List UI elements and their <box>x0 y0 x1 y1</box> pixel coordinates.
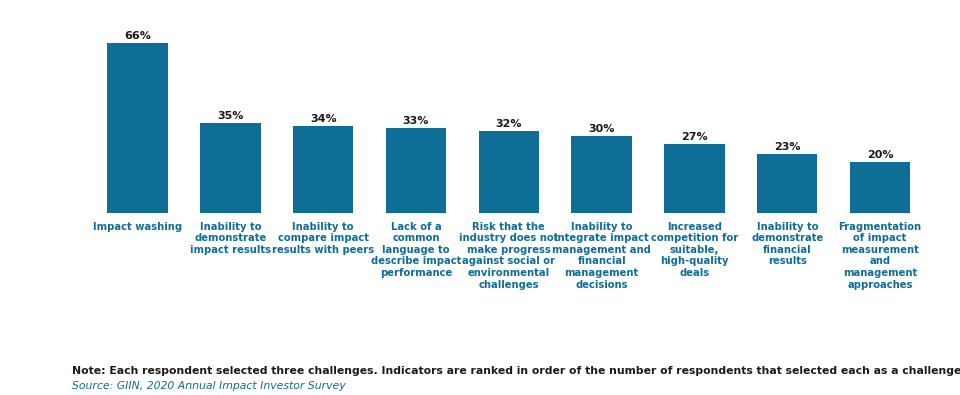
Text: 34%: 34% <box>310 114 336 124</box>
Text: 35%: 35% <box>217 111 244 121</box>
Text: 30%: 30% <box>588 124 614 134</box>
Bar <box>850 162 910 213</box>
Bar <box>108 43 168 213</box>
Bar <box>386 128 446 213</box>
Bar <box>571 136 632 213</box>
Bar <box>664 144 725 213</box>
Text: 20%: 20% <box>867 150 894 160</box>
Text: Note: Each respondent selected three challenges. Indicators are ranked in order : Note: Each respondent selected three cha… <box>72 366 960 376</box>
Text: 33%: 33% <box>403 117 429 126</box>
Text: 27%: 27% <box>682 132 708 142</box>
Text: 32%: 32% <box>495 119 522 129</box>
Text: 23%: 23% <box>774 142 801 152</box>
Bar <box>201 123 260 213</box>
Bar <box>479 131 539 213</box>
Bar <box>293 126 353 213</box>
Text: 66%: 66% <box>124 31 151 41</box>
Bar <box>757 154 817 213</box>
Text: Source: GIIN, 2020 Annual Impact Investor Survey: Source: GIIN, 2020 Annual Impact Investo… <box>72 381 346 391</box>
